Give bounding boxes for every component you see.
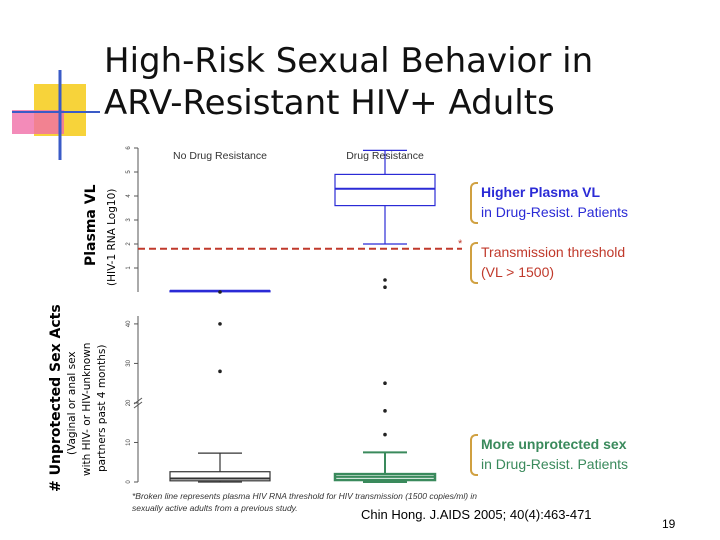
outlier-point	[218, 369, 222, 374]
outlier-point	[218, 322, 222, 326]
more-sex-line-1: More unprotected sex	[481, 436, 627, 452]
axis-break-mark	[133, 397, 143, 405]
outlier-point	[383, 409, 387, 413]
higher-vl-line-2: in Drug-Resist. Patients	[481, 204, 629, 220]
box-no-resistance	[169, 471, 271, 482]
title-line-1: High-Risk Sexual Behavior in	[104, 41, 594, 81]
threshold-annotation: Transmission threshold (VL > 1500)	[481, 242, 625, 282]
outlier-point	[383, 278, 387, 282]
accent-pink-bar	[12, 110, 64, 134]
y-tick-label: 1	[126, 266, 132, 270]
outlier-point	[383, 285, 387, 290]
y-tick-label: 40	[126, 320, 132, 327]
chart-panel-1: 0 10 20 30 40	[126, 316, 437, 484]
more-sex-bracket	[470, 434, 478, 476]
slide-title: High-Risk Sexual Behavior in ARV-Resista…	[104, 40, 664, 124]
threshold-marker: *	[458, 238, 463, 250]
box-resistance	[334, 173, 436, 207]
threshold-line-2: (VL > 1500)	[481, 264, 555, 280]
higher-vl-bracket	[470, 182, 478, 224]
y-tick-label: 5	[126, 170, 132, 174]
title-line-2: ARV-Resistant HIV+ Adults	[104, 83, 555, 123]
category-label-1: Drug Resistance	[346, 150, 424, 162]
corner-accent-graphic	[12, 70, 100, 160]
outlier-point	[383, 381, 387, 385]
citation: Chin Hong. J.AIDS 2005; 40(4):463-471	[361, 507, 592, 522]
y-tick-label: 30	[126, 359, 132, 366]
chart-panel-0: 1 2 3 4 5 6	[126, 146, 436, 294]
y-tick-label: 0	[126, 480, 132, 484]
threshold-line-1: Transmission threshold	[481, 244, 626, 260]
outlier-point	[383, 432, 387, 437]
higher-vl-line-1: Higher Plasma VL	[481, 184, 601, 200]
y-tick-label: 20	[126, 399, 132, 406]
y-tick-label: 2	[126, 242, 132, 246]
y-tick-label: 3	[126, 218, 132, 222]
outlier-point	[218, 290, 222, 294]
more-sex-annotation: More unprotected sex in Drug-Resist. Pat…	[481, 434, 628, 474]
y-tick-label: 6	[126, 146, 132, 150]
more-sex-line-2: in Drug-Resist. Patients	[481, 456, 629, 472]
page-number: 19	[662, 517, 676, 531]
footnote-line-2: sexually active adults from a previous s…	[132, 503, 298, 513]
higher-vl-annotation: Higher Plasma VL in Drug-Resist. Patient…	[481, 182, 628, 222]
footnote-line-1: *Broken line represents plasma HIV RNA t…	[132, 491, 478, 501]
y-tick-label: 4	[126, 194, 132, 198]
axis-break-mark	[133, 401, 143, 409]
threshold-bracket	[470, 242, 478, 284]
category-label-0: No Drug Resistance	[173, 150, 267, 162]
y-tick-label: 10	[126, 438, 132, 445]
